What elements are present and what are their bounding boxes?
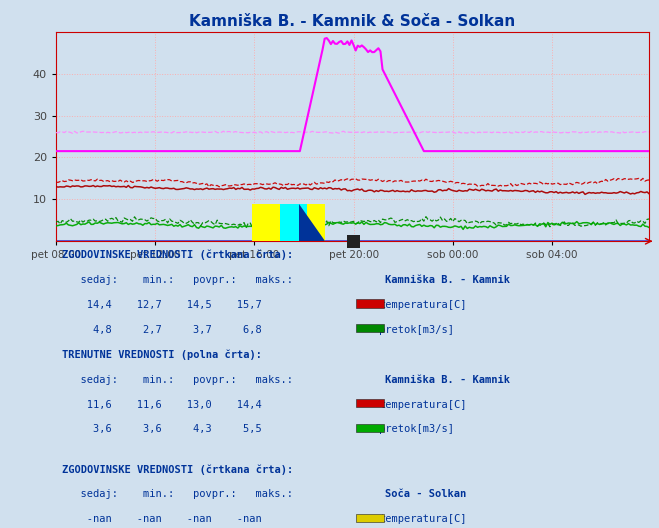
Text: 11,6    11,6    13,0    14,4: 11,6 11,6 13,0 14,4 [68,400,262,410]
Polygon shape [299,203,325,241]
FancyBboxPatch shape [356,299,384,307]
Text: TRENUTNE VREDNOSTI (polna črta):: TRENUTNE VREDNOSTI (polna črta): [62,350,262,360]
Text: temperatura[C]: temperatura[C] [380,400,467,410]
Bar [280,203,307,241]
Text: ZGODOVINSKE VREDNOSTI (črtkana črta):: ZGODOVINSKE VREDNOSTI (črtkana črta): [62,465,293,475]
Text: -nan    -nan    -nan    -nan: -nan -nan -nan -nan [68,514,262,524]
Text: ZGODOVINSKE VREDNOSTI (črtkana črta):: ZGODOVINSKE VREDNOSTI (črtkana črta): [62,250,293,260]
Text: temperatura[C]: temperatura[C] [380,300,467,310]
Bar [252,203,325,241]
Text: Kamniška B. - Kamnik: Kamniška B. - Kamnik [386,374,510,384]
FancyBboxPatch shape [356,424,384,432]
FancyBboxPatch shape [356,514,384,522]
Text: pretok[m3/s]: pretok[m3/s] [380,425,454,435]
Text: sedaj:    min.:   povpr.:   maks.:: sedaj: min.: povpr.: maks.: [68,374,293,384]
Bar [347,235,360,248]
Title: Kamniška B. - Kamnik & Soča - Solkan: Kamniška B. - Kamnik & Soča - Solkan [189,14,516,29]
Text: sedaj:    min.:   povpr.:   maks.:: sedaj: min.: povpr.: maks.: [68,489,293,499]
Text: pretok[m3/s]: pretok[m3/s] [380,325,454,335]
Text: 3,6     3,6     4,3     5,5: 3,6 3,6 4,3 5,5 [68,425,262,435]
FancyBboxPatch shape [356,399,384,407]
Text: 4,8     2,7     3,7     6,8: 4,8 2,7 3,7 6,8 [68,325,262,335]
Text: Kamniška B. - Kamnik: Kamniška B. - Kamnik [386,275,510,285]
FancyBboxPatch shape [356,324,384,333]
Text: Soča - Solkan: Soča - Solkan [386,489,467,499]
Text: temperatura[C]: temperatura[C] [380,514,467,524]
Text: sedaj:    min.:   povpr.:   maks.:: sedaj: min.: povpr.: maks.: [68,275,293,285]
Text: 14,4    12,7    14,5    15,7: 14,4 12,7 14,5 15,7 [68,300,262,310]
